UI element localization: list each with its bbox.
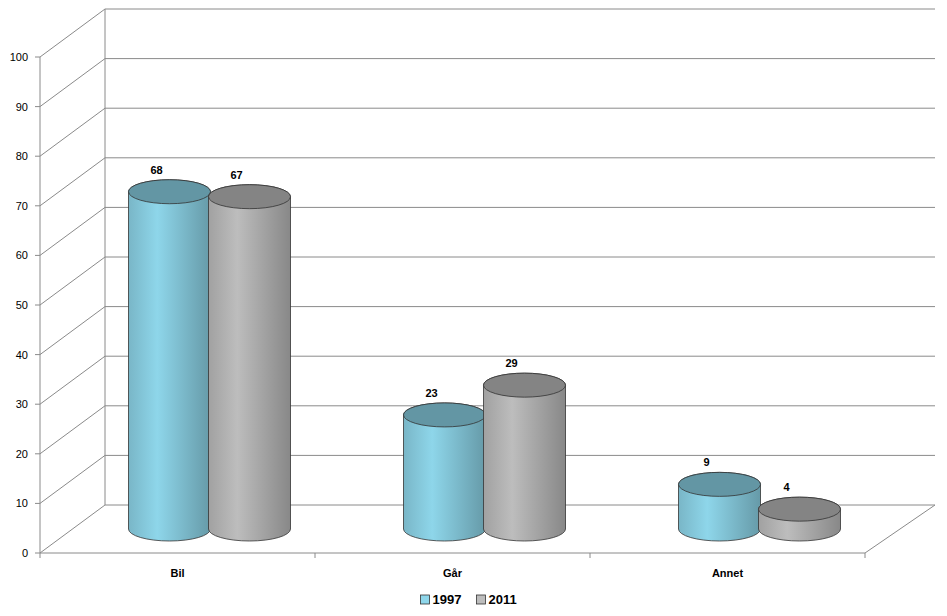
- chart-container: 0 10 20 30 40 50 60 70 80 90 100 Bil Går Annet 68 23 9 67…: [0, 0, 947, 616]
- bars: [129, 180, 841, 541]
- data-label: 67: [230, 169, 242, 181]
- tick-mark: [35, 205, 40, 206]
- back-wall-edge: [105, 9, 106, 505]
- tick-label: 30: [16, 398, 28, 410]
- tick-mark: [35, 106, 40, 107]
- tick-mark: [35, 57, 40, 58]
- tick-mark: [35, 255, 40, 256]
- bar: [484, 373, 566, 541]
- category-tick: [865, 553, 866, 558]
- tick-label: 40: [16, 349, 28, 361]
- bar-body: [759, 497, 841, 541]
- data-label: 9: [703, 456, 709, 468]
- tick-label: 10: [16, 497, 28, 509]
- category-label: Går: [443, 567, 463, 579]
- bar-top: [759, 497, 841, 521]
- bar: [404, 403, 486, 541]
- bar-body: [679, 472, 761, 541]
- tick-mark: [35, 503, 40, 504]
- tick-mark: [35, 553, 40, 554]
- tick-label: 0: [22, 547, 28, 559]
- tick-label: 60: [16, 249, 28, 261]
- data-labels: 68 23 9 67 29 4: [150, 164, 790, 493]
- grid-line: [40, 59, 935, 107]
- tick-mark: [35, 354, 40, 355]
- bar-body: [209, 185, 291, 541]
- category-label: Annet: [712, 567, 744, 579]
- tick-label: 20: [16, 448, 28, 460]
- tick-mark: [35, 305, 40, 306]
- grid-line: [40, 9, 935, 57]
- tick-label: 80: [16, 150, 28, 162]
- bar: [759, 497, 841, 541]
- legend-label: 1997: [433, 592, 462, 607]
- bar: [129, 180, 211, 541]
- legend-swatch: [421, 595, 430, 604]
- category-label: Bil: [170, 567, 184, 579]
- bar: [679, 472, 761, 541]
- bar-body: [484, 373, 566, 541]
- tick-mark: [35, 404, 40, 405]
- bar-body: [129, 180, 211, 541]
- bar-body: [404, 403, 486, 541]
- data-label: 29: [505, 357, 517, 369]
- grid-line: [40, 108, 935, 156]
- legend-label: 2011: [489, 592, 517, 607]
- category-tick: [590, 553, 591, 558]
- bar-top: [209, 185, 291, 209]
- tick-label: 90: [16, 101, 28, 113]
- tick-mark: [35, 453, 40, 454]
- category-tick: [315, 553, 316, 558]
- bar: [209, 185, 291, 541]
- tick-label: 50: [16, 299, 28, 311]
- grid: [35, 9, 935, 553]
- grid-line: [40, 158, 935, 206]
- bar-top: [679, 472, 761, 496]
- bar-top: [484, 373, 566, 397]
- data-label: 4: [783, 481, 790, 493]
- category-tick: [40, 553, 41, 558]
- bar-top: [129, 180, 211, 204]
- tick-label: 100: [10, 51, 28, 63]
- legend-swatch: [477, 595, 486, 604]
- data-label: 68: [150, 164, 162, 176]
- tick-label: 70: [16, 200, 28, 212]
- chart: 0 10 20 30 40 50 60 70 80 90 100 Bil Går Annet 68 23 9 67…: [0, 0, 947, 616]
- y-axis: [40, 57, 41, 553]
- tick-mark: [35, 156, 40, 157]
- legend: 1997 2011: [421, 592, 517, 607]
- bar-top: [404, 403, 486, 427]
- data-label: 23: [425, 387, 437, 399]
